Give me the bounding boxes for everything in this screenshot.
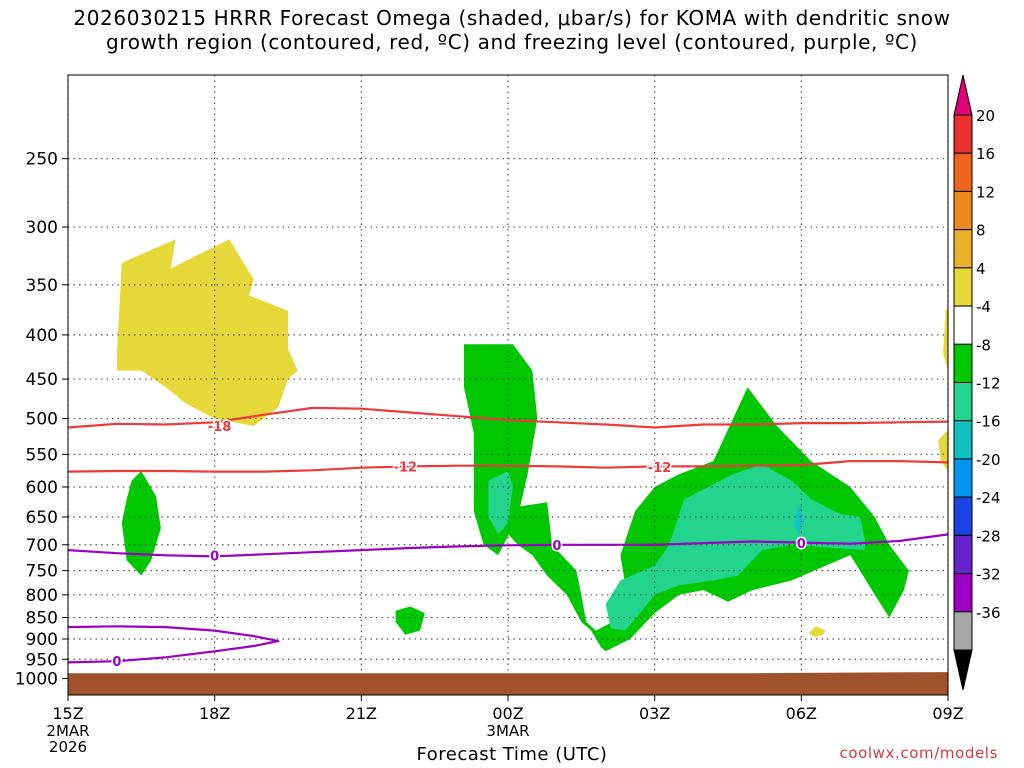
colorbar: 20 16 12 8 4 -4 -8 -12 -16 -20 -24 -28 -32 -36 bbox=[953, 74, 1001, 691]
colorbar-label-12: -32 bbox=[976, 566, 1001, 584]
y-tick-label-900: 900 bbox=[26, 630, 58, 650]
ground-fill bbox=[68, 672, 948, 695]
colorbar-top-triangle bbox=[953, 74, 973, 116]
colorbar-label-5: -4 bbox=[976, 298, 991, 316]
omega-region-10 bbox=[605, 464, 865, 631]
contour-line-1 bbox=[67, 460, 949, 473]
chart-title: 2026030215 HRRR Forecast Omega (shaded, … bbox=[0, 6, 1024, 54]
omega-region-1 bbox=[943, 305, 948, 371]
colorbar-label-0: 20 bbox=[976, 107, 995, 125]
colorbar-label-1: 16 bbox=[976, 145, 995, 163]
colorbar-box-12 bbox=[953, 534, 973, 575]
contour-label-1: -12 bbox=[394, 460, 418, 475]
omega-region-0 bbox=[116, 239, 298, 426]
colorbar-label-4: 4 bbox=[976, 260, 986, 278]
colorbar-box-10 bbox=[953, 458, 973, 498]
contour-line-3 bbox=[67, 625, 280, 664]
title-line-2: growth region (contoured, red, ºC) and f… bbox=[106, 30, 918, 54]
axes: 2503003504004505005506006507007508008509… bbox=[15, 74, 964, 756]
omega-region-4 bbox=[121, 471, 161, 576]
contour-label-2: -12 bbox=[648, 461, 672, 476]
y-tick-label-250: 250 bbox=[26, 150, 58, 170]
colorbar-box-13 bbox=[953, 573, 973, 613]
contour-line-0 bbox=[67, 406, 949, 429]
colorbar-label-9: -20 bbox=[976, 451, 1001, 469]
y-tick-label-450: 450 bbox=[26, 370, 58, 390]
colorbar-box-2 bbox=[953, 152, 973, 192]
x-tick-label-21Z: 21Z bbox=[346, 704, 377, 723]
colorbar-box-3 bbox=[953, 190, 973, 231]
y-tick-label-1000: 1000 bbox=[15, 669, 58, 689]
colorbar-box-4 bbox=[953, 229, 973, 269]
colorbar-box-14 bbox=[953, 611, 973, 651]
contour-label-5: 0 bbox=[797, 537, 806, 552]
colorbar-box-7 bbox=[953, 343, 973, 383]
contour-label-6: 0 bbox=[112, 655, 121, 670]
y-tick-label-650: 650 bbox=[26, 508, 58, 528]
contour-label-0: -18 bbox=[208, 420, 232, 435]
colorbar-label-7: -12 bbox=[976, 375, 1001, 393]
x-tick-label-00Z: 00Z bbox=[492, 704, 523, 723]
y-tick-label-750: 750 bbox=[26, 562, 58, 582]
omega-region-6 bbox=[464, 339, 538, 556]
x-tick-sublabel-2MAR: 2MAR bbox=[46, 722, 89, 740]
y-tick-label-800: 800 bbox=[26, 586, 58, 606]
x-tick-label-03Z: 03Z bbox=[639, 704, 670, 723]
x-tick-sublabel-3MAR: 3MAR bbox=[486, 722, 529, 740]
colorbar-label-2: 12 bbox=[976, 183, 995, 201]
colorbar-bottom-triangle bbox=[953, 649, 973, 691]
colorbar-box-11 bbox=[953, 496, 973, 536]
x-tick-label-15Z: 15Z bbox=[52, 704, 83, 723]
x-tick-sublabel2-2026: 2026 bbox=[49, 738, 87, 756]
colorbar-box-9 bbox=[953, 420, 973, 460]
y-tick-label-600: 600 bbox=[26, 478, 58, 498]
title-line-1: 2026030215 HRRR Forecast Omega (shaded, … bbox=[73, 6, 951, 30]
contour-label-3: 0 bbox=[210, 549, 219, 564]
omega-region-3 bbox=[808, 626, 826, 637]
x-tick-label-18Z: 18Z bbox=[199, 704, 230, 723]
colorbar-label-6: -8 bbox=[976, 336, 991, 354]
ground bbox=[68, 672, 948, 695]
y-tick-label-300: 300 bbox=[26, 218, 58, 238]
omega-region-9 bbox=[488, 471, 513, 534]
x-tick-label-09Z: 09Z bbox=[932, 704, 963, 723]
colorbar-label-3: 8 bbox=[976, 222, 986, 240]
contour-label-4: 0 bbox=[552, 539, 561, 554]
omega-region-7 bbox=[473, 418, 489, 434]
y-tick-label-500: 500 bbox=[26, 410, 58, 430]
contour-lines: -18 -12 -12 0 0 0 0 bbox=[67, 406, 949, 672]
y-tick-label-850: 850 bbox=[26, 609, 58, 629]
y-tick-label-350: 350 bbox=[26, 276, 58, 296]
contour-line-2 bbox=[67, 533, 949, 558]
site-credit: coolwx.com/models bbox=[839, 744, 998, 762]
colorbar-label-11: -28 bbox=[976, 527, 1001, 545]
colorbar-box-8 bbox=[953, 382, 973, 422]
omega-shading bbox=[116, 239, 948, 652]
colorbar-box-1 bbox=[953, 114, 973, 154]
y-tick-label-700: 700 bbox=[26, 536, 58, 556]
x-tick-label-06Z: 06Z bbox=[786, 704, 817, 723]
omega-region-2 bbox=[938, 429, 948, 471]
y-tick-label-400: 400 bbox=[26, 326, 58, 346]
colorbar-box-5 bbox=[953, 267, 973, 307]
colorbar-label-10: -24 bbox=[976, 489, 1001, 507]
colorbar-label-8: -16 bbox=[976, 413, 1001, 431]
colorbar-label-13: -36 bbox=[976, 604, 1001, 622]
x-axis-title: Forecast Time (UTC) bbox=[416, 744, 608, 765]
colorbar-box-6 bbox=[953, 305, 973, 345]
y-tick-label-550: 550 bbox=[26, 445, 58, 465]
omega-region-5 bbox=[395, 606, 425, 635]
y-tick-label-950: 950 bbox=[26, 650, 58, 670]
